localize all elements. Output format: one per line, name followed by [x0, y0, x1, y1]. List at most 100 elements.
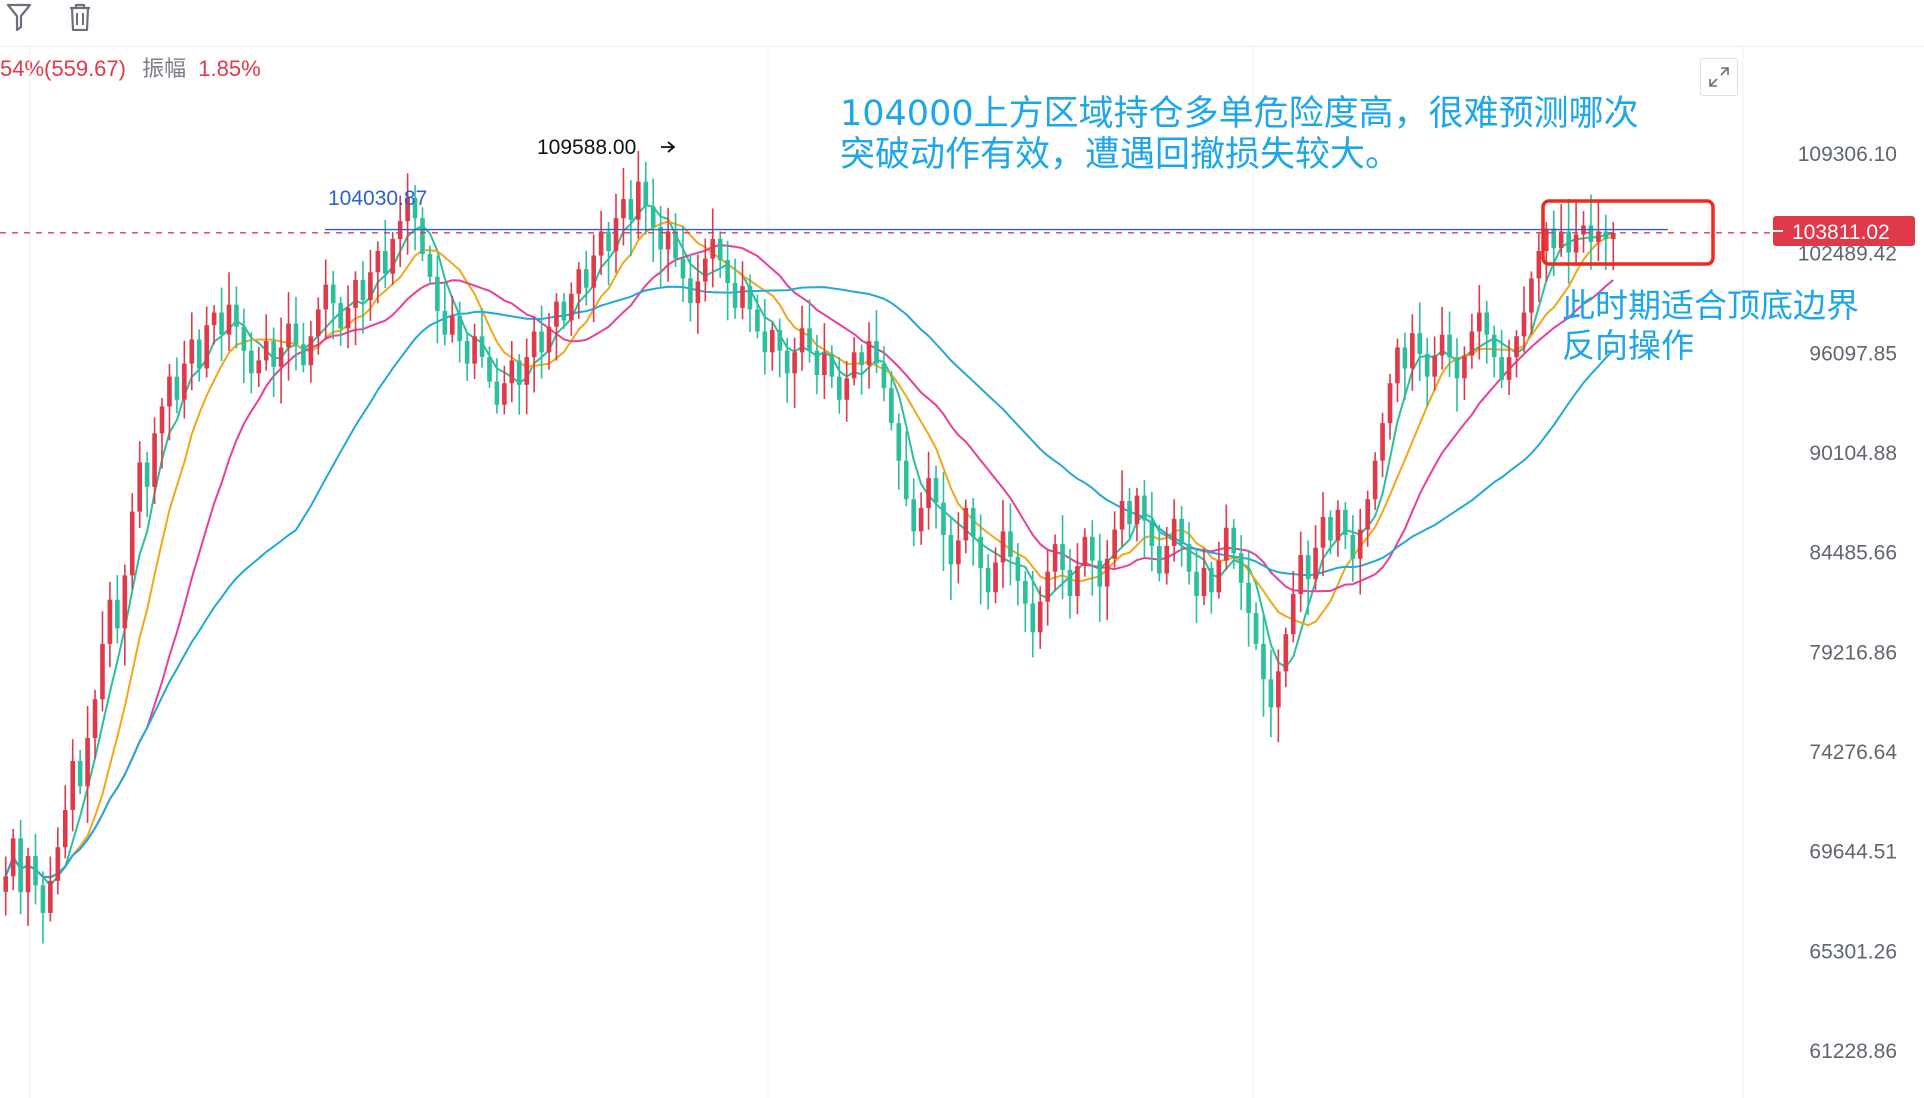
high-marker-label: 109588.00	[537, 136, 636, 159]
candle	[1231, 519, 1237, 569]
candle	[1573, 202, 1579, 266]
candle	[1387, 373, 1393, 440]
candle	[1603, 214, 1609, 270]
candle	[628, 180, 634, 257]
y-axis: 109306.10 102489.42 96097.85 90104.88 84485.…	[1798, 143, 1898, 1063]
candle	[219, 287, 224, 362]
annotation-main-line1: 104000上方区域持仓多单危险度高，很难预测哪次	[840, 94, 1639, 134]
candle	[673, 213, 678, 268]
candle	[725, 240, 730, 321]
candle	[1372, 452, 1378, 510]
candle	[375, 241, 381, 304]
candle	[1357, 508, 1363, 595]
candle	[204, 306, 209, 378]
candle	[509, 340, 515, 403]
expand-button[interactable]	[1700, 58, 1738, 96]
candle	[948, 518, 954, 601]
candle	[1581, 211, 1586, 253]
candle	[665, 207, 671, 282]
candle	[606, 221, 611, 286]
expand-icon	[1709, 67, 1729, 87]
candle	[740, 261, 745, 320]
candle	[524, 338, 529, 415]
candle	[390, 232, 396, 285]
candle	[814, 334, 820, 395]
candle	[978, 514, 983, 605]
candle	[1030, 570, 1036, 658]
candle	[1439, 306, 1445, 370]
candle	[382, 220, 388, 289]
candle	[33, 833, 38, 905]
candle	[911, 478, 917, 547]
candle	[301, 322, 306, 373]
candle	[1454, 338, 1460, 412]
candle	[1223, 504, 1229, 570]
candle	[1343, 502, 1348, 550]
candle	[1156, 524, 1162, 582]
candle	[1261, 614, 1266, 717]
candle	[829, 345, 835, 388]
y-tick-label: 102489.42	[1798, 243, 1897, 266]
candle	[286, 291, 291, 381]
candle	[688, 254, 693, 322]
candle	[844, 360, 850, 422]
filter-icon[interactable]	[2, 0, 36, 34]
candle	[472, 323, 477, 380]
candle	[368, 249, 373, 321]
candle	[1090, 520, 1095, 596]
candle	[152, 417, 157, 504]
candle	[1082, 528, 1088, 577]
candle	[941, 472, 946, 571]
candle	[956, 512, 961, 584]
candle	[1566, 198, 1571, 284]
candle	[1276, 649, 1281, 743]
candle	[792, 337, 797, 409]
candle	[1023, 571, 1028, 632]
candle	[3, 856, 9, 916]
candle	[271, 327, 276, 398]
annotation-main: 104000上方区域持仓多单危险度高，很难预测哪次 突破动作有效，遭遇回撤损失较大…	[840, 94, 1639, 176]
trash-icon[interactable]	[63, 0, 97, 34]
candle	[137, 441, 142, 529]
candle	[1112, 511, 1117, 568]
candle	[1558, 204, 1564, 257]
candle	[583, 250, 589, 306]
candle	[1194, 549, 1199, 623]
candle	[1335, 500, 1341, 557]
candle	[1015, 543, 1021, 606]
candle	[1060, 515, 1065, 600]
highlight-box	[1541, 199, 1715, 266]
candle	[25, 847, 31, 926]
candle	[866, 322, 872, 389]
candles	[3, 151, 1616, 944]
candle	[1067, 549, 1073, 619]
candle	[1104, 540, 1110, 620]
candle	[18, 819, 23, 915]
candle	[1417, 302, 1423, 382]
candle	[420, 207, 425, 262]
candle	[92, 689, 98, 759]
y-tick-label: 109306.10	[1798, 143, 1897, 166]
candle	[449, 295, 455, 343]
candle	[896, 413, 902, 490]
candle	[100, 611, 105, 712]
candle	[1246, 550, 1251, 647]
y-tick-label: 79216.86	[1809, 641, 1897, 664]
candle	[710, 208, 716, 288]
annotation-right: 此时期适合顶底边界 反向操作	[1562, 286, 1859, 366]
candle	[1283, 627, 1289, 688]
candle	[755, 294, 760, 339]
candle	[1171, 499, 1177, 562]
candle	[256, 346, 262, 387]
candle	[591, 234, 596, 323]
candle	[1328, 510, 1333, 555]
candle	[1410, 314, 1415, 391]
info-bar: 54%(559.67) 振幅 1.85%	[0, 56, 261, 82]
y-tick-label: 84485.66	[1809, 542, 1897, 565]
candle	[1119, 470, 1125, 547]
candle	[889, 371, 894, 431]
candle	[851, 336, 857, 386]
candle	[762, 298, 768, 375]
candle	[129, 493, 135, 589]
